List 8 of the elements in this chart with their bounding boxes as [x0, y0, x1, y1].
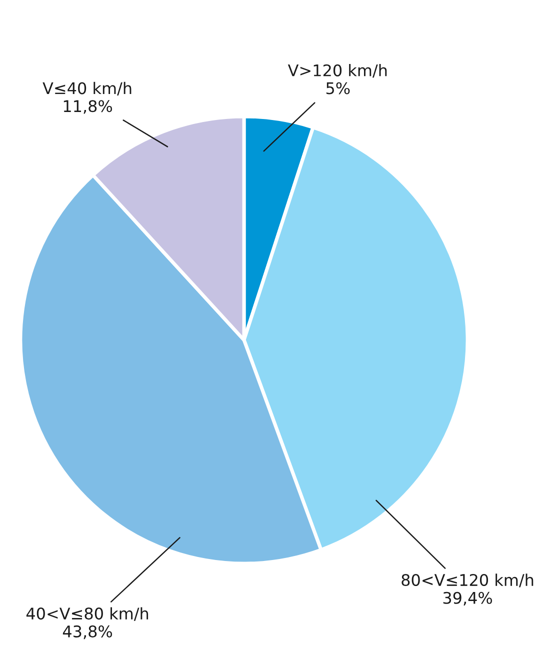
- slice-label: 80<V≤120 km/h: [402, 574, 534, 588]
- data-label: 5%: [326, 82, 350, 94]
- slice-label: V≤40 km/h: [42, 82, 132, 96]
- data-label: 11,8%: [64, 100, 112, 114]
- data-label: 39,4%: [443, 592, 492, 606]
- slice-label: V>120 km/h: [288, 64, 387, 78]
- slice-label: 40<V≤80 km/h: [26, 607, 148, 621]
- data-label: 43,8%: [62, 625, 112, 640]
